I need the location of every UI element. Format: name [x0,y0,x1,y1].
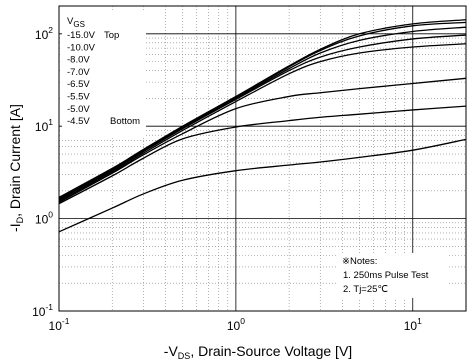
y-tick-label-1: 100 [35,210,53,227]
y-axis-label: -ID, Drain Current [A] [7,104,25,232]
legend-entry-0: -15.0V [67,30,96,41]
legend-bottom-label: Bottom [110,116,140,127]
series-line-5 [58,77,467,203]
legend-entries: -15.0V Top -10.0V -8.0V-7.0V-6.5V -5.5V-5.0V… [67,30,140,127]
legend-entry-7: -4.5V [67,116,90,127]
series-line-6 [58,105,467,205]
legend-background [62,10,146,136]
notes-box: ※Notes: 1. 250ms Pulse Test 2. Tj=25℃ [337,253,447,298]
series-line-7 [58,138,467,233]
notes-background [337,253,447,298]
y-tick-labels: 10-1 100 101 102 [32,25,53,319]
y-tick-label-3: 102 [35,25,53,42]
x-tick-label-0: 10-1 [49,316,70,333]
x-axis-label: -VDS, Drain-Source Voltage [V] [164,343,352,361]
plot-frame [58,5,467,312]
minor-grid [59,5,467,311]
legend-entry-5: -5.5V [67,92,90,103]
x-tick-label-2: 101 [404,316,422,333]
x-tick-label-1: 100 [227,316,245,333]
series-line-4 [58,43,467,202]
notes-line-1: 1. 250ms Pulse Test [343,270,429,281]
legend-entry-6: -5.0V [67,104,90,115]
legend: VGS -15.0V Top-10.0V-8.0V-7.0V-6.5V-5.5V-… [62,10,146,136]
legend-entry-1: -10.0V [67,42,96,53]
legend-entry-4: -6.5V [67,79,90,90]
notes-line-2: 2. Tj=25℃ [343,284,388,295]
series-lines [58,19,467,233]
series-line-0 [58,19,467,198]
legend-title: VGS [67,16,85,29]
legend-entry-2: -8.0V [67,55,90,66]
y-tick-label-2: 101 [35,117,53,134]
legend-top-label: Top [104,30,119,41]
series-line-3 [58,34,467,201]
x-tick-labels: 10-1 100 101 [49,316,423,333]
legend-entry-3: -7.0V [67,67,90,78]
y-tick-label-0: 10-1 [32,302,53,319]
notes-title: ※Notes: [342,256,377,267]
